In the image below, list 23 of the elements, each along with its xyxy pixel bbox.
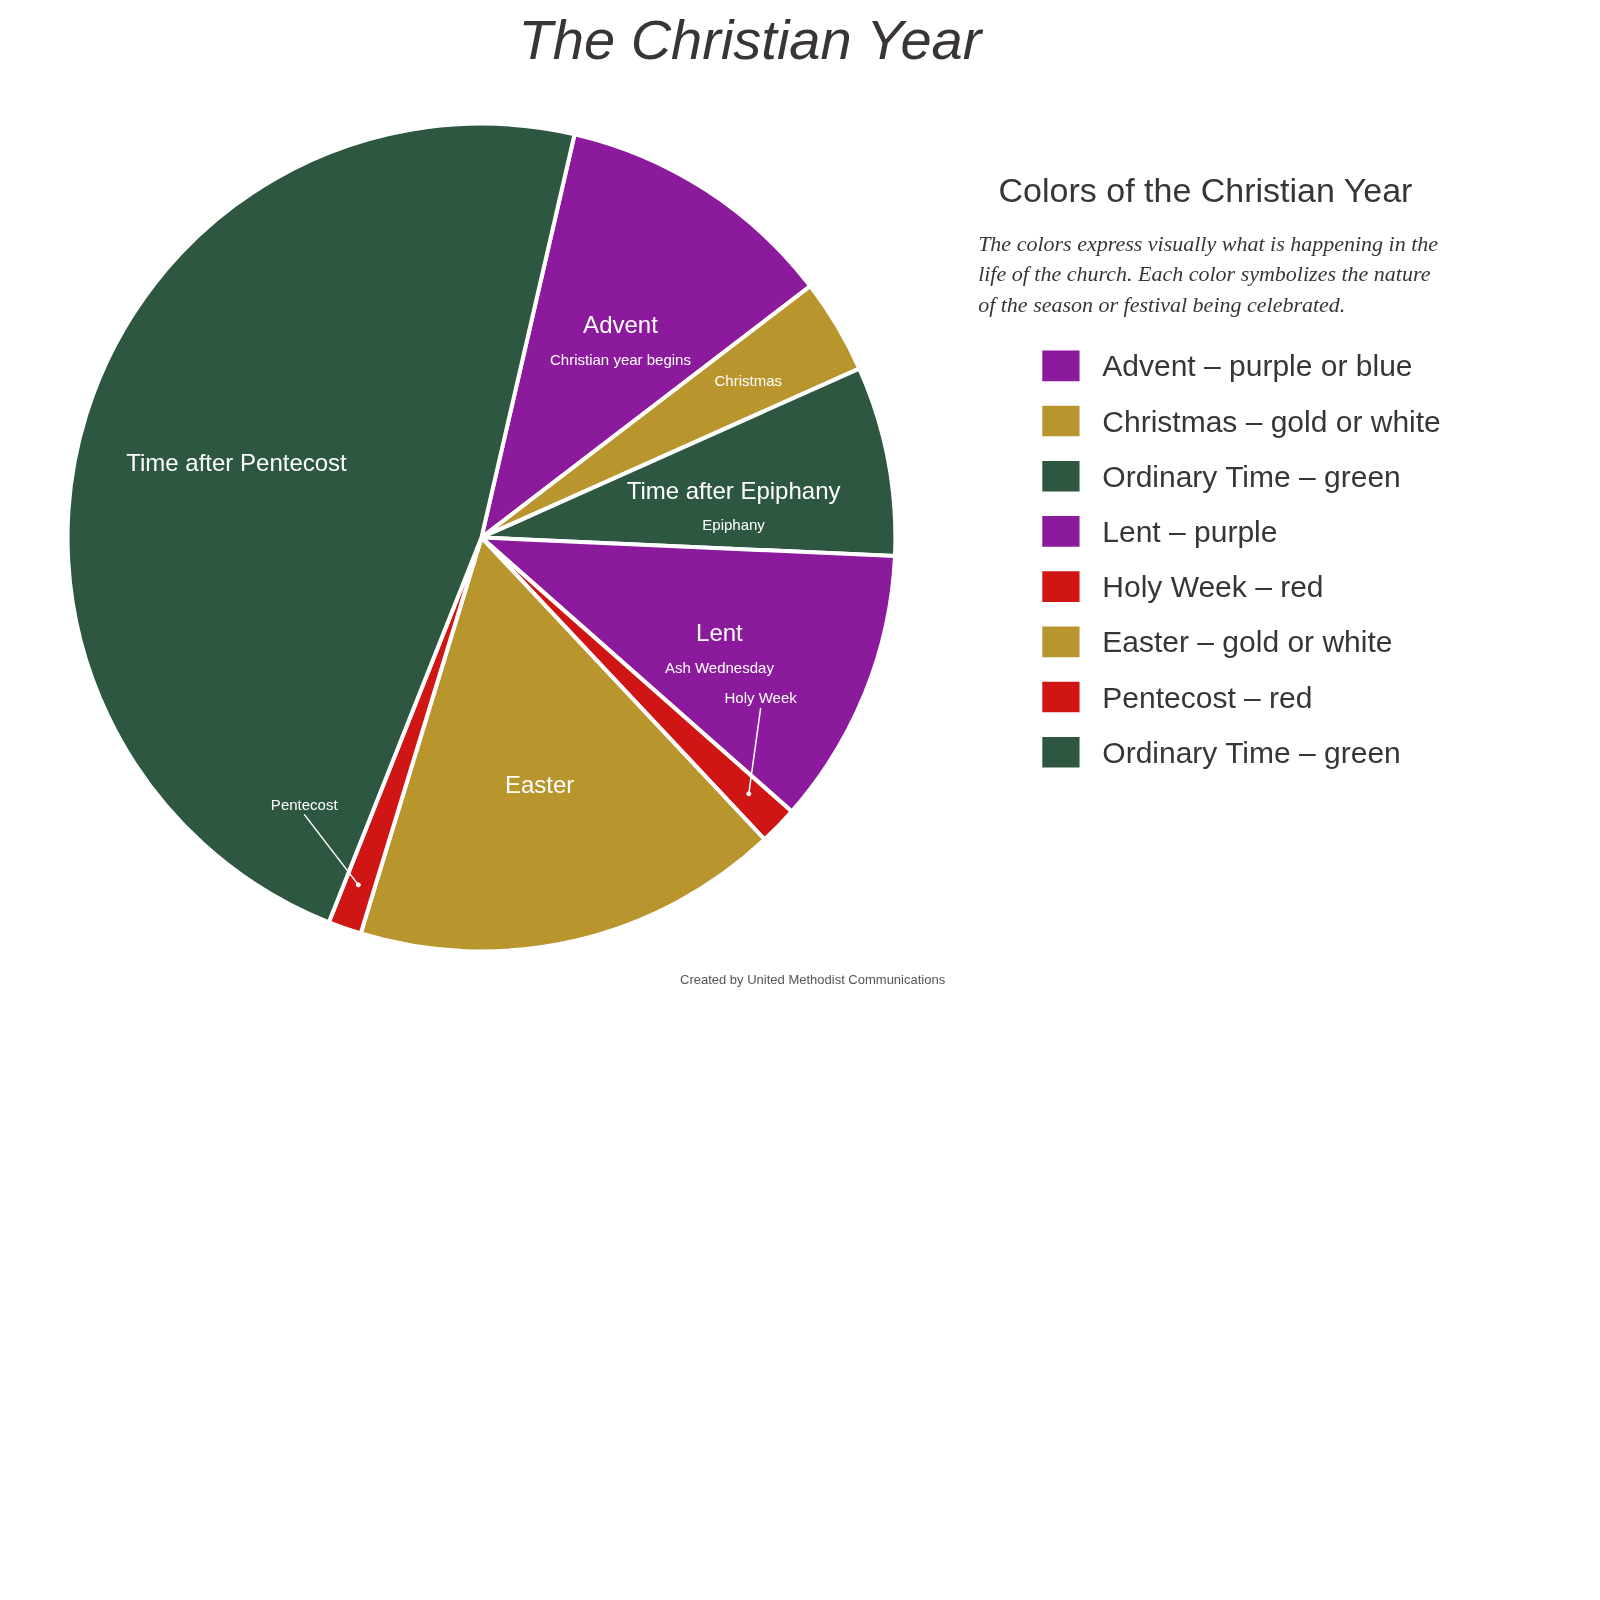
legend-label: Holy Week – red	[1102, 570, 1324, 604]
legend-label: Ordinary Time – green	[1102, 459, 1401, 493]
text: Colors of the Christian Year	[998, 170, 1413, 209]
text: Easter	[504, 770, 575, 798]
text: Pentecost	[270, 795, 338, 813]
text: Time after Pentecost	[126, 448, 347, 476]
legend-label: Lent – purple	[1102, 514, 1278, 548]
text: Advent	[583, 310, 658, 338]
legend-label: Ordinary Time – green	[1102, 735, 1401, 769]
text: Epiphany	[702, 516, 765, 534]
text: Lent	[696, 619, 743, 647]
legend-label: Pentecost – red	[1102, 680, 1313, 714]
text: Holy Week	[724, 689, 797, 707]
legend-label: Easter – gold or white	[1102, 625, 1393, 659]
text: Christian year begins	[550, 350, 691, 368]
legend-label: Christmas – gold or white	[1102, 404, 1441, 438]
text: Christmas	[714, 372, 783, 390]
text: Ash Wednesday	[664, 658, 774, 676]
text: Created by United Methodist Communications	[679, 971, 946, 987]
text: The colors express visually what is happening in the life of the church. Each color symbolizes the nature of the season or festival being celebrated.	[978, 230, 1439, 317]
chart-title: The Christian Year	[518, 7, 984, 71]
legend-label: Advent – purple or blue	[1102, 349, 1413, 383]
text: Time after Epiphany	[626, 476, 841, 504]
